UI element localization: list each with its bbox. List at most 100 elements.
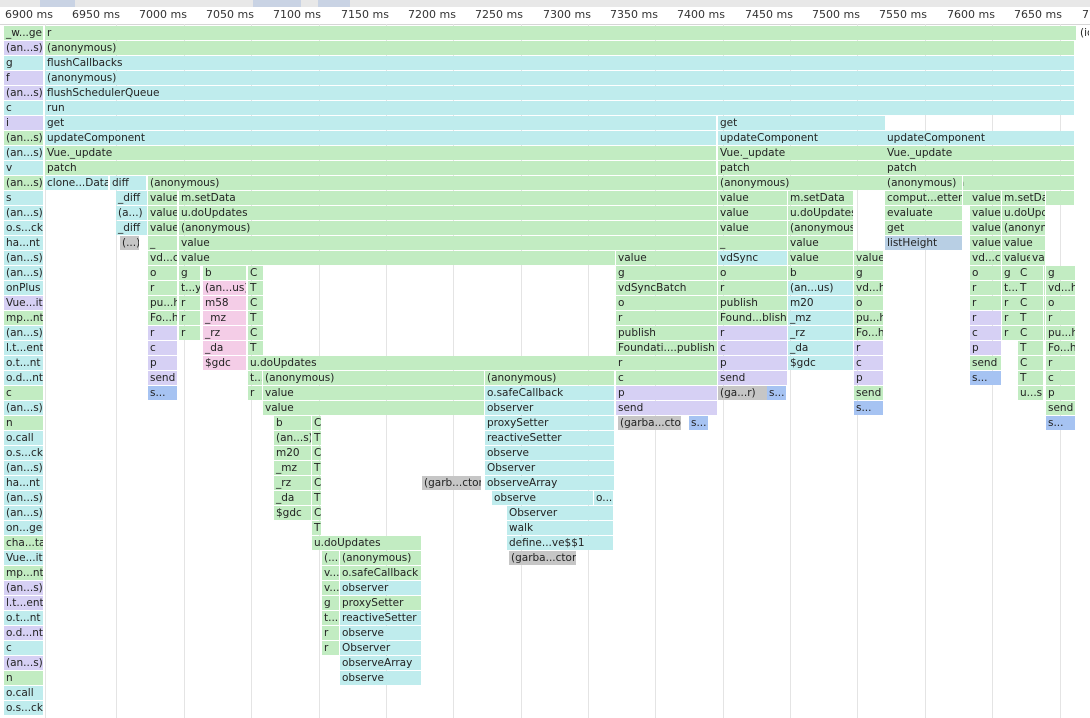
flame-frame[interactable]: value bbox=[970, 206, 1002, 220]
flame-frame[interactable]: s... bbox=[767, 386, 787, 400]
flame-frame[interactable]: m20 bbox=[788, 296, 854, 310]
flame-frame[interactable]: _rz bbox=[788, 326, 854, 340]
left-column-frame[interactable]: n bbox=[4, 416, 44, 430]
flame-frame[interactable]: T bbox=[248, 281, 264, 295]
flame-frame[interactable]: C bbox=[312, 416, 322, 430]
flame-frame[interactable]: o bbox=[616, 296, 718, 310]
main-stack-frame[interactable]: flushCallbacks bbox=[45, 56, 1075, 70]
flame-frame[interactable]: value bbox=[788, 236, 854, 250]
flame-frame[interactable]: (anonymous) bbox=[340, 551, 422, 565]
flame-frame[interactable]: o.safeCallback bbox=[485, 386, 615, 400]
left-column-frame[interactable]: f bbox=[4, 71, 44, 85]
flame-frame[interactable]: _diff bbox=[116, 221, 148, 235]
flame-frame[interactable]: m.setData bbox=[1002, 191, 1046, 205]
flame-frame[interactable]: Found...blish bbox=[718, 311, 788, 325]
flame-frame[interactable]: (anonymous) bbox=[1002, 221, 1046, 235]
left-column-frame[interactable]: (an...s) bbox=[4, 266, 44, 280]
flame-frame[interactable]: value bbox=[718, 206, 788, 220]
main-stack-frame[interactable]: patch bbox=[45, 161, 717, 175]
flame-frame[interactable]: u.doUpdates bbox=[312, 536, 422, 550]
flame-frame[interactable]: observeArray bbox=[340, 656, 422, 670]
flame-frame[interactable]: r bbox=[322, 626, 340, 640]
flame-frame[interactable]: evaluate bbox=[885, 206, 963, 220]
flame-frame[interactable]: publish bbox=[718, 296, 788, 310]
flame-frame[interactable]: _da bbox=[274, 491, 312, 505]
flame-frame[interactable]: get bbox=[885, 221, 963, 235]
left-column-frame[interactable]: v bbox=[4, 161, 44, 175]
flame-frame[interactable]: m20 bbox=[274, 446, 312, 460]
flame-frame[interactable]: c bbox=[1046, 371, 1076, 385]
left-column-frame[interactable]: (an...s) bbox=[4, 401, 44, 415]
flame-frame[interactable]: r bbox=[854, 341, 884, 355]
flame-frame[interactable]: _da bbox=[788, 341, 854, 355]
main-stack-frame[interactable]: get bbox=[45, 116, 717, 130]
flame-frame[interactable]: r bbox=[148, 326, 178, 340]
flame-frame[interactable]: r bbox=[616, 311, 718, 325]
flame-frame[interactable]: C bbox=[248, 266, 264, 280]
flame-frame[interactable]: (anonymous) bbox=[263, 371, 485, 385]
flame-frame[interactable]: C bbox=[1018, 326, 1044, 340]
flame-frame[interactable]: s... bbox=[854, 401, 884, 415]
left-column-frame[interactable]: i bbox=[4, 116, 44, 130]
flame-frame[interactable]: r bbox=[148, 281, 178, 295]
flame-frame[interactable]: s... bbox=[1046, 416, 1076, 430]
flame-frame[interactable]: C bbox=[312, 476, 322, 490]
flame-frame[interactable]: vd...h bbox=[854, 281, 884, 295]
flame-frame[interactable]: (anonymous) bbox=[148, 176, 718, 190]
flame-frame[interactable]: value bbox=[718, 191, 788, 205]
flame-frame[interactable]: (anonymous) bbox=[485, 371, 615, 385]
main-stack-frame[interactable]: r bbox=[45, 26, 1077, 40]
flame-frame[interactable]: value bbox=[1002, 236, 1046, 250]
flame-frame[interactable]: Vue._update bbox=[885, 146, 1075, 160]
gc-frame[interactable]: (garb...ctor) bbox=[422, 476, 482, 490]
left-column-frame[interactable]: o.d...nt bbox=[4, 626, 44, 640]
flame-frame[interactable]: r bbox=[248, 386, 263, 400]
flame-frame[interactable]: C bbox=[248, 296, 264, 310]
flame-frame[interactable]: C bbox=[312, 446, 322, 460]
flame-frame[interactable]: o bbox=[970, 266, 1002, 280]
left-column-frame[interactable]: n bbox=[4, 671, 44, 685]
flame-frame[interactable]: C bbox=[248, 326, 264, 340]
flame-frame[interactable]: value bbox=[970, 236, 1002, 250]
flame-frame[interactable]: b bbox=[203, 266, 247, 280]
left-column-frame[interactable]: c bbox=[4, 641, 44, 655]
left-column-frame[interactable]: (an...s) bbox=[4, 581, 44, 595]
left-column-frame[interactable]: onPlus bbox=[4, 281, 44, 295]
left-column-frame[interactable]: ha...nt bbox=[4, 476, 44, 490]
flame-frame[interactable]: pu...h bbox=[854, 311, 884, 325]
flame-frame[interactable]: Vue._update bbox=[718, 146, 886, 160]
flame-frame[interactable]: clone...Data bbox=[45, 176, 109, 190]
flame-frame[interactable]: Fo...h bbox=[148, 311, 178, 325]
main-stack-frame[interactable]: (anonymous) bbox=[45, 71, 1075, 85]
flame-frame[interactable]: g bbox=[1046, 266, 1076, 280]
flame-frame[interactable]: vdSyncBatch bbox=[616, 281, 718, 295]
left-column-frame[interactable]: c bbox=[4, 386, 44, 400]
flame-frame[interactable]: o.safeCallback bbox=[340, 566, 422, 580]
flame-frame[interactable]: r bbox=[970, 281, 1002, 295]
flame-frame[interactable]: _ bbox=[718, 236, 788, 250]
idle-label[interactable]: (id bbox=[1078, 26, 1090, 40]
left-column-frame[interactable]: o.s...ck bbox=[4, 446, 44, 460]
flame-frame[interactable]: T bbox=[1018, 311, 1044, 325]
flame-frame[interactable]: r bbox=[970, 311, 1002, 325]
main-stack-frame[interactable]: Vue._update bbox=[45, 146, 717, 160]
flame-frame[interactable]: value bbox=[179, 236, 718, 250]
flame-frame[interactable]: Fo...h bbox=[854, 326, 884, 340]
flame-frame[interactable]: r bbox=[718, 326, 788, 340]
left-column-frame[interactable]: o.call bbox=[4, 431, 44, 445]
left-column-frame[interactable]: (an...s) bbox=[4, 491, 44, 505]
flame-frame[interactable]: _ bbox=[148, 236, 178, 250]
flame-frame[interactable]: u.doUpdates bbox=[788, 206, 854, 220]
flame-frame[interactable]: value bbox=[718, 221, 788, 235]
flame-frame[interactable]: send bbox=[1046, 401, 1076, 415]
main-stack-frame[interactable]: updateComponent bbox=[45, 131, 717, 145]
left-column-frame[interactable]: mp...nt bbox=[4, 311, 44, 325]
flame-frame[interactable]: value bbox=[263, 401, 485, 415]
left-column-frame[interactable]: (an...s) bbox=[4, 146, 44, 160]
left-column-frame[interactable]: o.t...nt bbox=[4, 356, 44, 370]
flame-frame[interactable]: v... bbox=[322, 581, 340, 595]
left-column-frame[interactable]: Vue...it bbox=[4, 551, 44, 565]
flame-frame[interactable]: vd...h bbox=[1046, 281, 1076, 295]
flame-frame[interactable]: p bbox=[970, 341, 1002, 355]
flame-frame[interactable]: value bbox=[263, 386, 485, 400]
